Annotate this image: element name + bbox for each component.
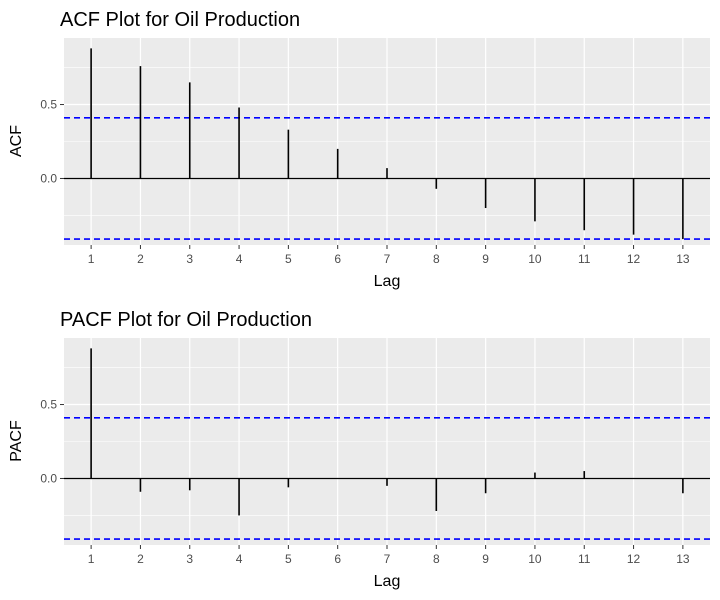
acf-x-tick-label: 5 [285,252,292,266]
pacf-y-tick-label: 0.0 [40,471,57,485]
pacf-chart-title: PACF Plot for Oil Production [60,309,312,331]
pacf-x-tick-label: 3 [186,552,193,566]
acf-x-tick-label: 13 [676,252,690,266]
pacf-y-axis: 0.5 0.0 [40,398,64,485]
acf-x-tick-label: 9 [482,252,489,266]
pacf-x-tick-label: 12 [627,552,641,566]
acf-x-tick-label: 6 [334,252,341,266]
acf-x-tick-label: 12 [627,252,641,266]
pacf-x-axis-title: Lag [374,573,401,590]
acf-bars [64,48,710,240]
acf-y-axis-title: ACF [8,125,25,157]
acf-x-tick-label: 4 [236,252,243,266]
pacf-x-tick-label: 1 [88,552,95,566]
pacf-x-tick-label: 6 [334,552,341,566]
pacf-x-tick-label: 10 [528,552,542,566]
acf-x-axis: 1 2 3 4 5 6 7 8 9 10 11 12 13 [88,245,690,266]
acf-chart-title: ACF Plot for Oil Production [60,9,300,31]
pacf-y-tick-label: 0.5 [40,398,57,412]
pacf-x-tick-label: 13 [676,552,690,566]
pacf-x-tick-label: 8 [433,552,440,566]
acf-y-tick-label: 0.5 [40,98,57,112]
pacf-x-tick-label: 2 [137,552,144,566]
acf-x-tick-label: 2 [137,252,144,266]
acf-y-tick-label: 0.0 [40,171,57,185]
acf-confidence-bounds [64,117,710,240]
pacf-x-axis: 1 2 3 4 5 6 7 8 9 10 11 12 13 [88,545,690,566]
acf-y-axis: 0.5 0.0 [40,98,64,185]
acf-x-tick-label: 7 [384,252,391,266]
pacf-x-tick-label: 11 [578,552,591,566]
pacf-x-tick-label: 5 [285,552,292,566]
acf-x-tick-label: 11 [578,252,591,266]
pacf-x-tick-label: 9 [482,552,489,566]
pacf-x-tick-label: 7 [384,552,391,566]
acf-x-tick-label: 1 [88,252,95,266]
pacf-x-tick-label: 4 [236,552,243,566]
acf-x-tick-label: 10 [528,252,542,266]
acf-x-tick-label: 8 [433,252,440,266]
acf-x-axis-title: Lag [374,273,401,290]
acf-x-tick-label: 3 [186,252,193,266]
pacf-bars [64,348,710,516]
pacf-confidence-bounds [64,417,710,540]
pacf-y-axis-title: PACF [8,420,25,462]
